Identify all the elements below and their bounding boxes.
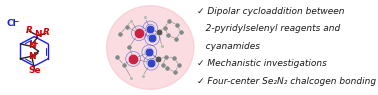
Text: R: R: [43, 28, 50, 37]
Point: [128, 20, 134, 22]
Text: −: −: [12, 17, 19, 26]
Point: [165, 34, 171, 36]
Ellipse shape: [107, 6, 194, 89]
Point: [139, 75, 146, 77]
Point: [128, 77, 134, 79]
Point: [176, 64, 182, 65]
Text: +: +: [32, 41, 38, 47]
Text: Cl: Cl: [6, 19, 16, 28]
Point: [148, 62, 154, 63]
Point: [163, 56, 169, 58]
Text: cyanamides: cyanamides: [197, 42, 260, 51]
Point: [130, 58, 136, 60]
Text: ✓ Four-center Se₂N₂ chalcogen bonding: ✓ Four-center Se₂N₂ chalcogen bonding: [197, 77, 376, 86]
Point: [136, 32, 142, 34]
Text: 2-pyridylselenyl reagents and: 2-pyridylselenyl reagents and: [197, 24, 340, 33]
Text: N: N: [34, 30, 41, 39]
Point: [149, 37, 155, 39]
Text: Se: Se: [28, 66, 41, 75]
Point: [121, 64, 127, 65]
Point: [161, 27, 167, 28]
Point: [155, 58, 161, 60]
Point: [172, 71, 178, 73]
Point: [141, 16, 147, 18]
Point: [147, 28, 153, 29]
Point: [114, 56, 120, 58]
Text: R: R: [26, 26, 33, 35]
Point: [164, 68, 170, 69]
Point: [126, 46, 132, 47]
Text: N: N: [28, 41, 36, 50]
Text: N: N: [28, 52, 36, 61]
Point: [160, 64, 166, 65]
Point: [146, 51, 152, 53]
Point: [159, 45, 165, 46]
Point: [156, 32, 162, 33]
Point: [178, 32, 184, 33]
Text: ✓ Dipolar cycloaddition between: ✓ Dipolar cycloaddition between: [197, 7, 344, 16]
Point: [174, 24, 180, 25]
Point: [166, 20, 172, 22]
Point: [173, 38, 179, 40]
Point: [124, 26, 130, 27]
Point: [117, 33, 123, 35]
Point: [171, 57, 177, 59]
Text: ✓ Mechanistic investigations: ✓ Mechanistic investigations: [197, 59, 326, 68]
